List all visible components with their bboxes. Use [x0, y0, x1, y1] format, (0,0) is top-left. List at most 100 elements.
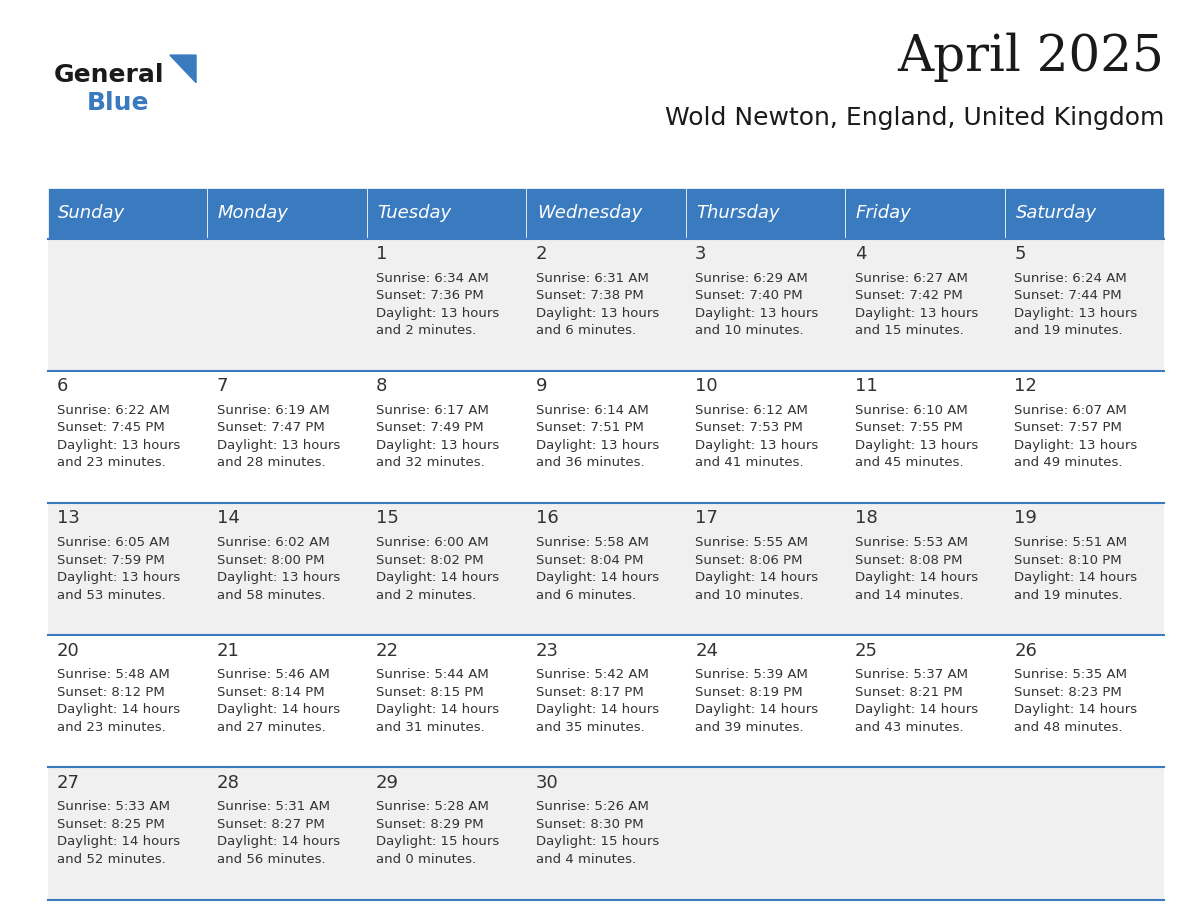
Text: Sunrise: 6:17 AM
Sunset: 7:49 PM
Daylight: 13 hours
and 32 minutes.: Sunrise: 6:17 AM Sunset: 7:49 PM Dayligh… [377, 404, 499, 469]
Text: Monday: Monday [217, 205, 289, 222]
Text: 16: 16 [536, 509, 558, 528]
Text: 28: 28 [216, 774, 240, 792]
Text: 21: 21 [216, 642, 240, 660]
Text: Sunrise: 5:48 AM
Sunset: 8:12 PM
Daylight: 14 hours
and 23 minutes.: Sunrise: 5:48 AM Sunset: 8:12 PM Dayligh… [57, 668, 181, 733]
Bar [48, 767, 207, 900]
Bar [1005, 239, 1164, 371]
Text: Sunrise: 6:14 AM
Sunset: 7:51 PM
Daylight: 13 hours
and 36 minutes.: Sunrise: 6:14 AM Sunset: 7:51 PM Dayligh… [536, 404, 659, 469]
Bar [48, 635, 207, 767]
Text: Sunrise: 5:37 AM
Sunset: 8:21 PM
Daylight: 14 hours
and 43 minutes.: Sunrise: 5:37 AM Sunset: 8:21 PM Dayligh… [854, 668, 978, 733]
Bar [1005, 635, 1164, 767]
Text: 24: 24 [695, 642, 719, 660]
Bar [48, 503, 207, 635]
Text: Sunrise: 5:31 AM
Sunset: 8:27 PM
Daylight: 14 hours
and 56 minutes.: Sunrise: 5:31 AM Sunset: 8:27 PM Dayligh… [216, 800, 340, 866]
Text: General: General [53, 63, 164, 87]
Text: Sunrise: 5:28 AM
Sunset: 8:29 PM
Daylight: 15 hours
and 0 minutes.: Sunrise: 5:28 AM Sunset: 8:29 PM Dayligh… [377, 800, 499, 866]
Bar [845, 767, 1005, 900]
Bar [845, 371, 1005, 503]
Text: 9: 9 [536, 377, 548, 396]
Bar [367, 503, 526, 635]
Text: Sunrise: 5:58 AM
Sunset: 8:04 PM
Daylight: 14 hours
and 6 minutes.: Sunrise: 5:58 AM Sunset: 8:04 PM Dayligh… [536, 536, 658, 601]
Text: 20: 20 [57, 642, 80, 660]
Polygon shape [170, 55, 196, 83]
Bar [367, 767, 526, 900]
Text: Sunrise: 5:55 AM
Sunset: 8:06 PM
Daylight: 14 hours
and 10 minutes.: Sunrise: 5:55 AM Sunset: 8:06 PM Dayligh… [695, 536, 819, 601]
Bar [1005, 767, 1164, 900]
Text: Sunrise: 6:00 AM
Sunset: 8:02 PM
Daylight: 14 hours
and 2 minutes.: Sunrise: 6:00 AM Sunset: 8:02 PM Dayligh… [377, 536, 499, 601]
Text: Sunrise: 5:39 AM
Sunset: 8:19 PM
Daylight: 14 hours
and 39 minutes.: Sunrise: 5:39 AM Sunset: 8:19 PM Dayligh… [695, 668, 819, 733]
Text: Wold Newton, England, United Kingdom: Wold Newton, England, United Kingdom [665, 106, 1164, 129]
Bar [1005, 371, 1164, 503]
Text: 14: 14 [216, 509, 240, 528]
Text: 27: 27 [57, 774, 80, 792]
Bar [48, 188, 207, 239]
Text: 18: 18 [854, 509, 878, 528]
Text: 17: 17 [695, 509, 718, 528]
Bar [685, 503, 845, 635]
Text: Sunrise: 6:07 AM
Sunset: 7:57 PM
Daylight: 13 hours
and 49 minutes.: Sunrise: 6:07 AM Sunset: 7:57 PM Dayligh… [1015, 404, 1137, 469]
Text: 11: 11 [854, 377, 878, 396]
Bar [685, 767, 845, 900]
Bar [526, 635, 685, 767]
Text: 26: 26 [1015, 642, 1037, 660]
Text: Sunrise: 6:10 AM
Sunset: 7:55 PM
Daylight: 13 hours
and 45 minutes.: Sunrise: 6:10 AM Sunset: 7:55 PM Dayligh… [854, 404, 978, 469]
Text: 12: 12 [1015, 377, 1037, 396]
Text: 8: 8 [377, 377, 387, 396]
Text: Sunrise: 6:05 AM
Sunset: 7:59 PM
Daylight: 13 hours
and 53 minutes.: Sunrise: 6:05 AM Sunset: 7:59 PM Dayligh… [57, 536, 181, 601]
Text: 29: 29 [377, 774, 399, 792]
Text: 3: 3 [695, 245, 707, 263]
Text: 5: 5 [1015, 245, 1025, 263]
Text: 10: 10 [695, 377, 718, 396]
Bar [526, 371, 685, 503]
Text: Blue: Blue [87, 91, 150, 115]
Bar [207, 767, 367, 900]
Text: April 2025: April 2025 [897, 32, 1164, 82]
Bar [845, 239, 1005, 371]
Bar [845, 188, 1005, 239]
Bar [526, 239, 685, 371]
Text: Sunrise: 5:51 AM
Sunset: 8:10 PM
Daylight: 14 hours
and 19 minutes.: Sunrise: 5:51 AM Sunset: 8:10 PM Dayligh… [1015, 536, 1137, 601]
Text: 7: 7 [216, 377, 228, 396]
Bar [207, 635, 367, 767]
Bar [207, 188, 367, 239]
Bar [685, 188, 845, 239]
Bar [685, 635, 845, 767]
Text: Sunrise: 6:31 AM
Sunset: 7:38 PM
Daylight: 13 hours
and 6 minutes.: Sunrise: 6:31 AM Sunset: 7:38 PM Dayligh… [536, 272, 659, 337]
Bar [685, 371, 845, 503]
Text: Sunrise: 5:26 AM
Sunset: 8:30 PM
Daylight: 15 hours
and 4 minutes.: Sunrise: 5:26 AM Sunset: 8:30 PM Dayligh… [536, 800, 659, 866]
Bar [526, 767, 685, 900]
Bar [207, 239, 367, 371]
Text: Sunrise: 5:53 AM
Sunset: 8:08 PM
Daylight: 14 hours
and 14 minutes.: Sunrise: 5:53 AM Sunset: 8:08 PM Dayligh… [854, 536, 978, 601]
Text: Thursday: Thursday [696, 205, 779, 222]
Text: Sunrise: 6:27 AM
Sunset: 7:42 PM
Daylight: 13 hours
and 15 minutes.: Sunrise: 6:27 AM Sunset: 7:42 PM Dayligh… [854, 272, 978, 337]
Text: 2: 2 [536, 245, 548, 263]
Text: Sunrise: 6:19 AM
Sunset: 7:47 PM
Daylight: 13 hours
and 28 minutes.: Sunrise: 6:19 AM Sunset: 7:47 PM Dayligh… [216, 404, 340, 469]
Bar [367, 371, 526, 503]
Text: Sunrise: 6:22 AM
Sunset: 7:45 PM
Daylight: 13 hours
and 23 minutes.: Sunrise: 6:22 AM Sunset: 7:45 PM Dayligh… [57, 404, 181, 469]
Text: 19: 19 [1015, 509, 1037, 528]
Text: Friday: Friday [855, 205, 911, 222]
Text: Sunrise: 5:42 AM
Sunset: 8:17 PM
Daylight: 14 hours
and 35 minutes.: Sunrise: 5:42 AM Sunset: 8:17 PM Dayligh… [536, 668, 658, 733]
Bar [1005, 188, 1164, 239]
Bar [48, 239, 207, 371]
Bar [367, 239, 526, 371]
Bar [526, 503, 685, 635]
Text: 6: 6 [57, 377, 69, 396]
Bar [48, 371, 207, 503]
Bar [367, 188, 526, 239]
Text: 25: 25 [854, 642, 878, 660]
Text: 15: 15 [377, 509, 399, 528]
Bar [526, 188, 685, 239]
Text: Sunrise: 5:35 AM
Sunset: 8:23 PM
Daylight: 14 hours
and 48 minutes.: Sunrise: 5:35 AM Sunset: 8:23 PM Dayligh… [1015, 668, 1137, 733]
Bar [845, 503, 1005, 635]
Text: Sunrise: 6:02 AM
Sunset: 8:00 PM
Daylight: 13 hours
and 58 minutes.: Sunrise: 6:02 AM Sunset: 8:00 PM Dayligh… [216, 536, 340, 601]
Text: 1: 1 [377, 245, 387, 263]
Bar [367, 635, 526, 767]
Text: Saturday: Saturday [1016, 205, 1097, 222]
Bar [207, 503, 367, 635]
Bar [685, 239, 845, 371]
Text: Sunrise: 6:29 AM
Sunset: 7:40 PM
Daylight: 13 hours
and 10 minutes.: Sunrise: 6:29 AM Sunset: 7:40 PM Dayligh… [695, 272, 819, 337]
Bar [207, 371, 367, 503]
Text: Sunrise: 5:44 AM
Sunset: 8:15 PM
Daylight: 14 hours
and 31 minutes.: Sunrise: 5:44 AM Sunset: 8:15 PM Dayligh… [377, 668, 499, 733]
Text: Sunrise: 5:46 AM
Sunset: 8:14 PM
Daylight: 14 hours
and 27 minutes.: Sunrise: 5:46 AM Sunset: 8:14 PM Dayligh… [216, 668, 340, 733]
